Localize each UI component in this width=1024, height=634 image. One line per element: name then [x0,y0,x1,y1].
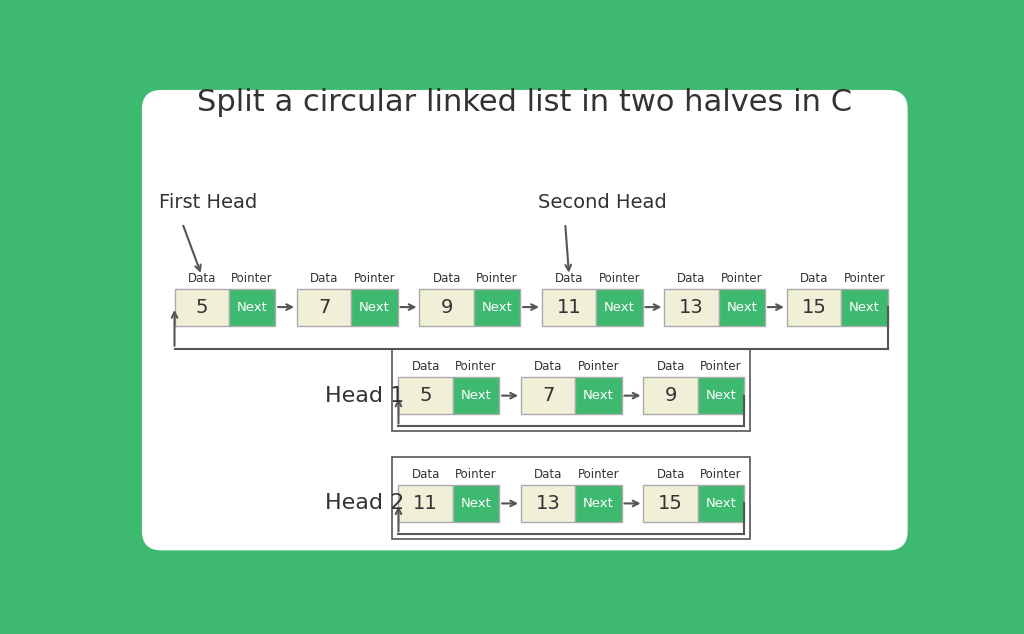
Bar [229,288,275,326]
Bar [665,288,719,326]
Text: Next: Next [359,301,390,314]
Text: 15: 15 [802,297,826,316]
Text: Data: Data [656,360,685,373]
Text: Pointer: Pointer [353,272,395,285]
Text: Data: Data [310,272,338,285]
Text: Pointer: Pointer [456,360,497,373]
Text: Next: Next [461,497,492,510]
Text: Next: Next [481,301,512,314]
Text: Pointer: Pointer [844,272,885,285]
Text: Next: Next [237,301,267,314]
Bar [596,288,643,326]
Text: Data: Data [800,272,828,285]
Bar [697,485,744,522]
Bar [575,377,622,414]
Bar [841,288,888,326]
Text: 13: 13 [536,494,560,513]
Text: Pointer: Pointer [476,272,518,285]
Bar [398,485,453,522]
Bar [474,288,520,326]
Text: Pointer: Pointer [700,360,741,373]
Text: First Head: First Head [159,193,257,212]
Text: Data: Data [677,272,706,285]
Text: Data: Data [534,360,562,373]
Text: Next: Next [726,301,758,314]
Text: 5: 5 [420,386,432,405]
Bar [575,485,622,522]
Bar [697,377,744,414]
Text: Split a circular linked list in two halves in C: Split a circular linked list in two halv… [198,87,852,117]
Text: Pointer: Pointer [599,272,640,285]
Text: 9: 9 [665,386,677,405]
Text: Next: Next [849,301,880,314]
Bar [392,457,751,539]
Text: Data: Data [534,468,562,481]
Bar [643,377,697,414]
Text: Pointer: Pointer [578,360,620,373]
Text: Next: Next [461,389,492,402]
Text: Head 2: Head 2 [325,493,404,514]
Text: Data: Data [555,272,584,285]
Text: 5: 5 [196,297,208,316]
Bar [453,485,500,522]
Text: 9: 9 [440,297,453,316]
Text: 7: 7 [318,297,331,316]
Bar [392,349,751,431]
Text: 11: 11 [414,494,438,513]
Text: Second Head: Second Head [538,193,667,212]
Bar [643,485,697,522]
Text: Head 1: Head 1 [325,385,404,406]
Bar [297,288,351,326]
Text: 7: 7 [542,386,554,405]
Text: Next: Next [706,497,736,510]
FancyBboxPatch shape [142,90,907,550]
Text: 13: 13 [679,297,703,316]
Bar [351,288,397,326]
Text: Data: Data [412,360,440,373]
Bar [453,377,500,414]
Text: Data: Data [187,272,216,285]
Text: 11: 11 [557,297,582,316]
Text: Next: Next [583,389,614,402]
Bar [521,377,575,414]
Bar [420,288,474,326]
Text: Pointer: Pointer [456,468,497,481]
Text: 15: 15 [658,494,683,513]
Text: Next: Next [583,497,614,510]
Text: Next: Next [604,301,635,314]
Text: Next: Next [706,389,736,402]
Text: Data: Data [412,468,440,481]
Bar [542,288,596,326]
Text: Pointer: Pointer [578,468,620,481]
Bar [174,288,229,326]
Bar [521,485,575,522]
Text: Pointer: Pointer [700,468,741,481]
Bar [786,288,841,326]
Text: Data: Data [656,468,685,481]
Text: Data: Data [432,272,461,285]
Bar [719,288,765,326]
Text: Pointer: Pointer [231,272,272,285]
Bar [398,377,453,414]
Text: Pointer: Pointer [721,272,763,285]
